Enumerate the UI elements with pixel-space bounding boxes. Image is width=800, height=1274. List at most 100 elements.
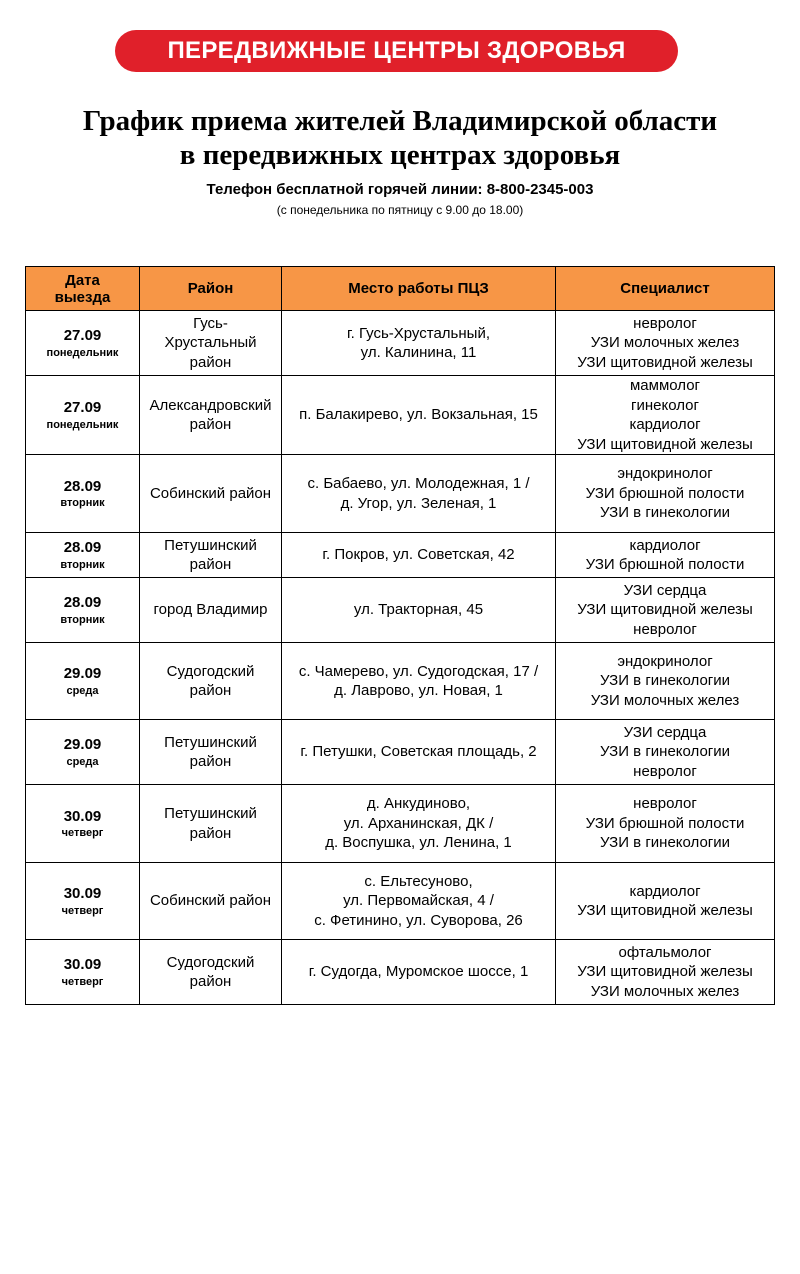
specialist-line: УЗИ молочных желез	[590, 982, 740, 1000]
weekday: четверг	[61, 975, 104, 988]
specialist-line: УЗИ брюшной полости	[585, 814, 745, 832]
district-cell: Петушинский район	[139, 532, 282, 578]
specialist-line: невролог	[633, 795, 697, 813]
table-row: 27.09 понедельник Александровский район п. Б…	[25, 375, 775, 455]
specialist-line: УЗИ щитовидной железы	[577, 963, 753, 981]
weekday: вторник	[60, 613, 105, 626]
specialist-line: УЗИ щитовидной железы	[577, 435, 753, 453]
place-cell: д. Анкудиново, ул. Арханинская, ДК / д. Во…	[281, 784, 556, 863]
district-line: район	[189, 973, 232, 990]
date: 28.09	[63, 477, 102, 495]
title-line: в передвижных центрах здоровья	[179, 139, 621, 171]
district-line: Петушинский	[164, 805, 257, 822]
place-line: д. Воспушка, ул. Ленина, 1	[325, 834, 512, 852]
header-row: Дата выезда Район Место работы ПЦЗ Специалис…	[25, 266, 775, 311]
date-cell: 30.09 четверг	[25, 784, 140, 863]
district-cell: Собинский район	[139, 454, 282, 533]
specialist-line: УЗИ в гинекологии	[599, 743, 731, 761]
table-row: 27.09 понедельник Гусь- Хрустальный район г. …	[25, 310, 775, 376]
place-line: с. Бабаево, ул. Молодежная, 1 /	[307, 475, 530, 492]
date-cell: 28.09 вторник	[25, 532, 140, 578]
specialist-line: УЗИ молочных желез	[590, 334, 740, 352]
district-line: Собинский район	[149, 484, 272, 502]
district-line: город Владимир	[153, 601, 268, 619]
header-cell: Специалист	[555, 266, 775, 311]
header-text: выезда	[54, 288, 111, 306]
date: 28.09	[63, 539, 102, 557]
date: 27.09	[63, 399, 102, 417]
header-text: Район	[187, 280, 234, 297]
district-line: район	[189, 824, 232, 842]
specialist-line: кардиолог	[629, 536, 701, 554]
table-row: 30.09 четверг Собинский район с. Ельтесунов…	[25, 862, 775, 940]
header-text: Специалист	[620, 280, 710, 297]
place-line: п. Балакирево, ул. Вокзальная, 15	[299, 406, 538, 424]
header-cell: Дата выезда	[25, 266, 140, 311]
date-cell: 28.09 вторник	[25, 454, 140, 533]
specialist-cell: эндокринолог УЗИ в гинекологии УЗИ молочны…	[555, 642, 775, 720]
date-cell: 30.09 четверг	[25, 862, 140, 940]
district-line: район	[189, 753, 232, 770]
place-line: с. Ельтесуново,	[364, 872, 473, 890]
specialist-cell: УЗИ сердца УЗИ щитовидной железы невролог	[555, 577, 775, 643]
district-line: район	[189, 416, 232, 433]
place-cell: с. Бабаево, ул. Молодежная, 1 / д. Угор, …	[281, 454, 556, 533]
specialist-cell: маммолог гинеколог кардиолог УЗИ щитовидной…	[555, 375, 775, 455]
specialist-line: невролог	[633, 314, 697, 332]
specialist-line: УЗИ в гинекологии	[599, 504, 731, 522]
specialist-cell: кардиолог УЗИ щитовидной железы	[555, 862, 775, 940]
weekday: вторник	[60, 497, 105, 510]
specialist-line: гинеколог	[631, 396, 699, 414]
header-text: Место работы ПЦЗ	[348, 280, 489, 297]
specialist-line: невролог	[633, 762, 697, 780]
specialist-line: маммолог	[629, 377, 701, 394]
specialist-cell: офтальмолог УЗИ щитовидной железы УЗИ моло…	[555, 939, 775, 1005]
specialist-line: УЗИ щитовидной железы	[577, 601, 753, 619]
specialist-line: эндокринолог	[617, 652, 713, 670]
date: 29.09	[63, 736, 102, 754]
date-cell: 27.09 понедельник	[25, 375, 140, 455]
district-line: Судогодский	[166, 953, 255, 971]
date: 29.09	[63, 665, 102, 683]
date: 30.09	[63, 956, 102, 974]
place-line: г. Гусь-Хрустальный,	[347, 324, 490, 342]
place-cell: г. Гусь-Хрустальный, ул. Калинина, 11	[281, 310, 556, 376]
place-cell: г. Судогда, Муромское шоссе, 1	[281, 939, 556, 1005]
date-cell: 30.09 четверг	[25, 939, 140, 1005]
table-row: 28.09 вторник город Владимир ул. Тракторная…	[25, 577, 775, 643]
weekday: четверг	[61, 827, 104, 840]
district-cell: Судогодский район	[139, 939, 282, 1005]
date: 30.09	[63, 807, 102, 825]
district-line: Хрустальный	[164, 334, 257, 352]
schedule-table: Дата выезда Район Место работы ПЦЗ Специалис…	[25, 266, 775, 1005]
specialist-cell: кардиолог УЗИ брюшной полости	[555, 532, 775, 578]
specialist-line: эндокринолог	[617, 465, 713, 483]
date-cell: 29.09 среда	[25, 642, 140, 720]
district-cell: Собинский район	[139, 862, 282, 940]
specialist-line: УЗИ брюшной полости	[585, 556, 745, 573]
date-cell: 27.09 понедельник	[25, 310, 140, 376]
weekday: среда	[66, 684, 99, 697]
district-line: Судогодский	[166, 662, 255, 680]
specialist-line: УЗИ сердца	[623, 581, 707, 599]
table-row: 28.09 вторник Собинский район с. Бабаево, у…	[25, 454, 775, 533]
weekday: среда	[66, 755, 99, 768]
date-cell: 28.09 вторник	[25, 577, 140, 643]
header-text: Дата	[65, 271, 100, 289]
place-cell: с. Ельтесуново, ул. Первомайская, 4 /с. Ф…	[281, 862, 556, 940]
district-line: Петушинский	[164, 733, 257, 751]
date: 30.09	[63, 885, 102, 903]
table-row: 28.09 вторник Петушинский район г. Покров, у…	[25, 532, 775, 578]
date: 28.09	[63, 594, 102, 612]
place-line: с. Чамерево, ул. Судогодская, 17 /	[298, 662, 539, 680]
district-line: район	[189, 353, 232, 371]
specialist-line: кардиолог	[629, 416, 701, 433]
place-line: ул. Арханинская, ДК /	[343, 814, 494, 832]
district-cell: Петушинский район	[139, 784, 282, 863]
place-cell: г. Петушки, Советская площадь, 2	[281, 719, 556, 785]
specialist-line: УЗИ молочных желез	[590, 691, 740, 709]
place-line: ул. Первомайская, 4 /	[343, 892, 494, 910]
district-line: район	[189, 556, 232, 573]
place-cell: п. Балакирево, ул. Вокзальная, 15	[281, 375, 556, 455]
header-cell: Район	[139, 266, 282, 311]
